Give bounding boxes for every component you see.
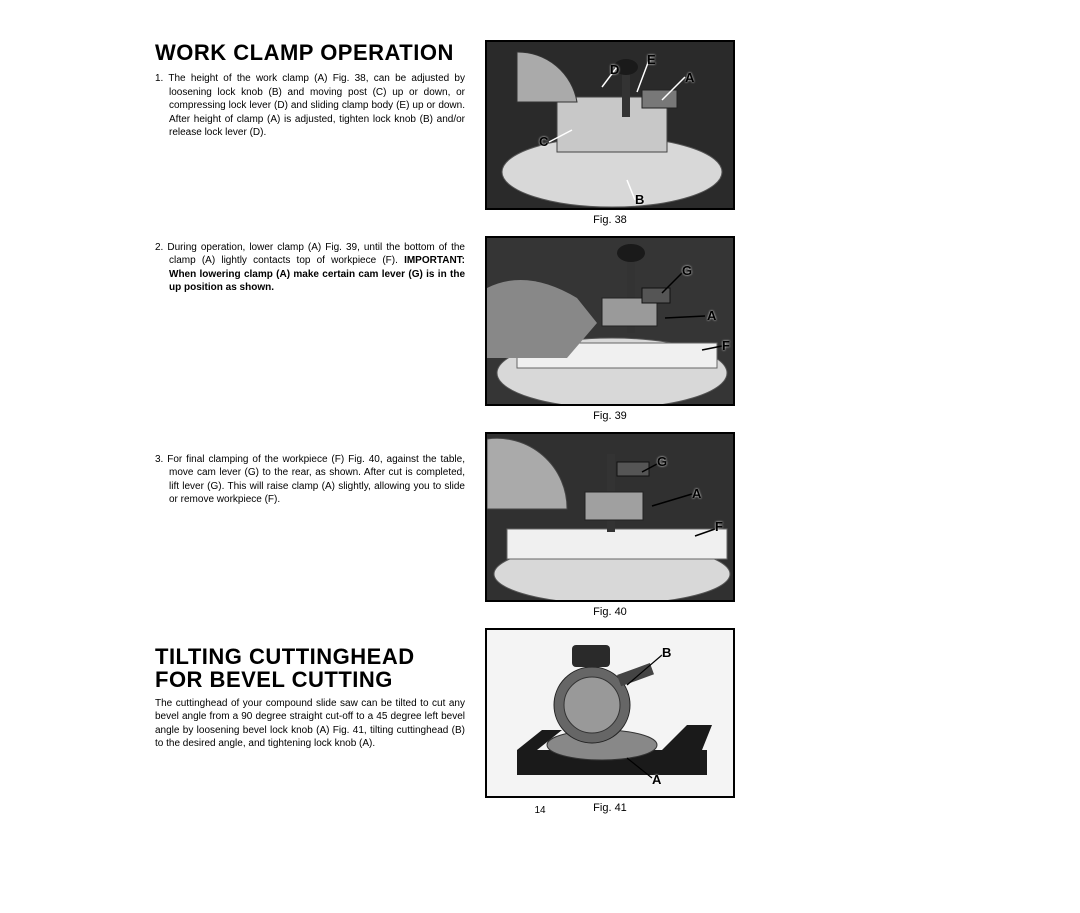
fig40-label-f: F [715,519,723,534]
fig41-label-b: B [662,645,671,660]
fig40-svg [487,434,735,602]
page-number: 14 [534,805,545,816]
fig41-label-a: A [652,772,661,787]
section1-para3: 3. For final clamping of the workpiece (… [155,453,465,507]
fig39-svg [487,238,735,406]
fig38-caption: Fig. 38 [593,214,627,226]
fig41-svg [487,630,735,798]
figure-40: G A F [485,432,735,602]
fig39-label-g: G [682,263,692,278]
fig38-label-d: D [610,62,619,77]
section2-para: The cuttinghead of your compound slide s… [155,697,465,751]
fig40-caption: Fig. 40 [593,606,627,618]
section2-title-line1: TILTING CUTTINGHEAD [155,644,415,669]
fig39-label-a: A [707,308,716,323]
figure-39: G A F [485,236,735,406]
spacer [155,146,465,241]
fig40-label-a: A [692,486,701,501]
figure-38: E D A C B [485,40,735,210]
fig40-label-g: G [657,454,667,469]
section2-title-line2: FOR BEVEL CUTTING [155,667,393,692]
section1-title: WORK CLAMP OPERATION [155,40,465,66]
fig41-caption: Fig. 41 [593,802,627,814]
fig39-caption: Fig. 39 [593,410,627,422]
fig38-label-e: E [647,52,656,67]
fig38-label-c: C [539,134,548,149]
spacer [155,513,465,645]
page: WORK CLAMP OPERATION 1. The height of th… [155,40,925,824]
section1-para1: 1. The height of the work clamp (A) Fig.… [155,72,465,140]
columns: WORK CLAMP OPERATION 1. The height of th… [155,40,925,824]
section2-title: TILTING CUTTINGHEAD FOR BEVEL CUTTING [155,645,465,691]
fig38-label-a: A [685,70,694,85]
left-column: WORK CLAMP OPERATION 1. The height of th… [155,40,465,824]
spacer [155,301,465,453]
section1-para2: 2. During operation, lower clamp (A) Fig… [155,241,465,295]
right-column: E D A C B Fig. 38 [485,40,735,824]
figure-41: B A [485,628,735,798]
fig38-label-b: B [635,192,644,207]
fig39-label-f: F [722,338,730,353]
